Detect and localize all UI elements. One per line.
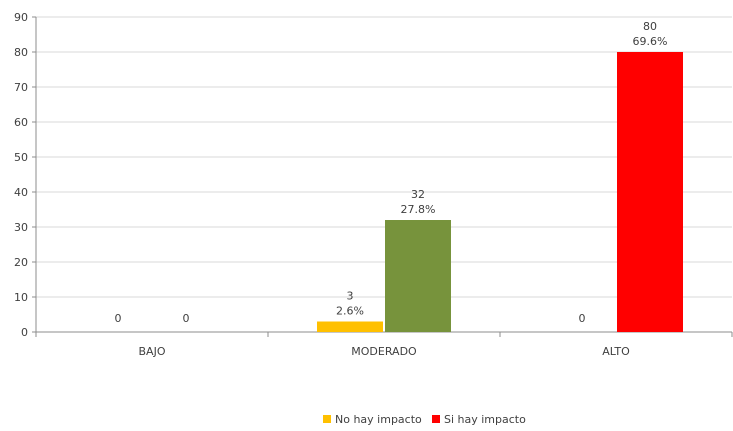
data-label-value: 80 [643, 20, 657, 33]
bar-si-hay-impacto [617, 52, 683, 332]
category-label: MODERADO [351, 345, 417, 358]
category-label: ALTO [602, 345, 630, 358]
legend-label: No hay impacto [335, 413, 422, 426]
data-label-percent: 2.6% [336, 305, 364, 318]
data-label-value: 0 [115, 312, 122, 325]
legend-swatch [323, 415, 331, 423]
data-label-percent: 27.8% [401, 203, 436, 216]
y-tick-label: 0 [21, 326, 28, 339]
y-tick-label: 20 [14, 256, 28, 269]
y-tick-label: 70 [14, 81, 28, 94]
category-label: BAJO [139, 345, 166, 358]
data-label-percent: 69.6% [633, 35, 668, 48]
legend-label: Si hay impacto [444, 413, 526, 426]
y-tick-label: 40 [14, 186, 28, 199]
y-tick-label: 60 [14, 116, 28, 129]
y-tick-label: 10 [14, 291, 28, 304]
bar-si-hay-impacto [385, 220, 451, 332]
data-label-value: 0 [579, 312, 586, 325]
legend-swatch [432, 415, 440, 423]
y-tick-label: 50 [14, 151, 28, 164]
data-label-value: 32 [411, 188, 425, 201]
data-label-value: 3 [347, 290, 354, 303]
data-label-value: 0 [183, 312, 190, 325]
bar-no-hay-impacto [317, 321, 383, 332]
y-tick-label: 30 [14, 221, 28, 234]
y-tick-label: 80 [14, 46, 28, 59]
y-tick-label: 90 [14, 11, 28, 24]
